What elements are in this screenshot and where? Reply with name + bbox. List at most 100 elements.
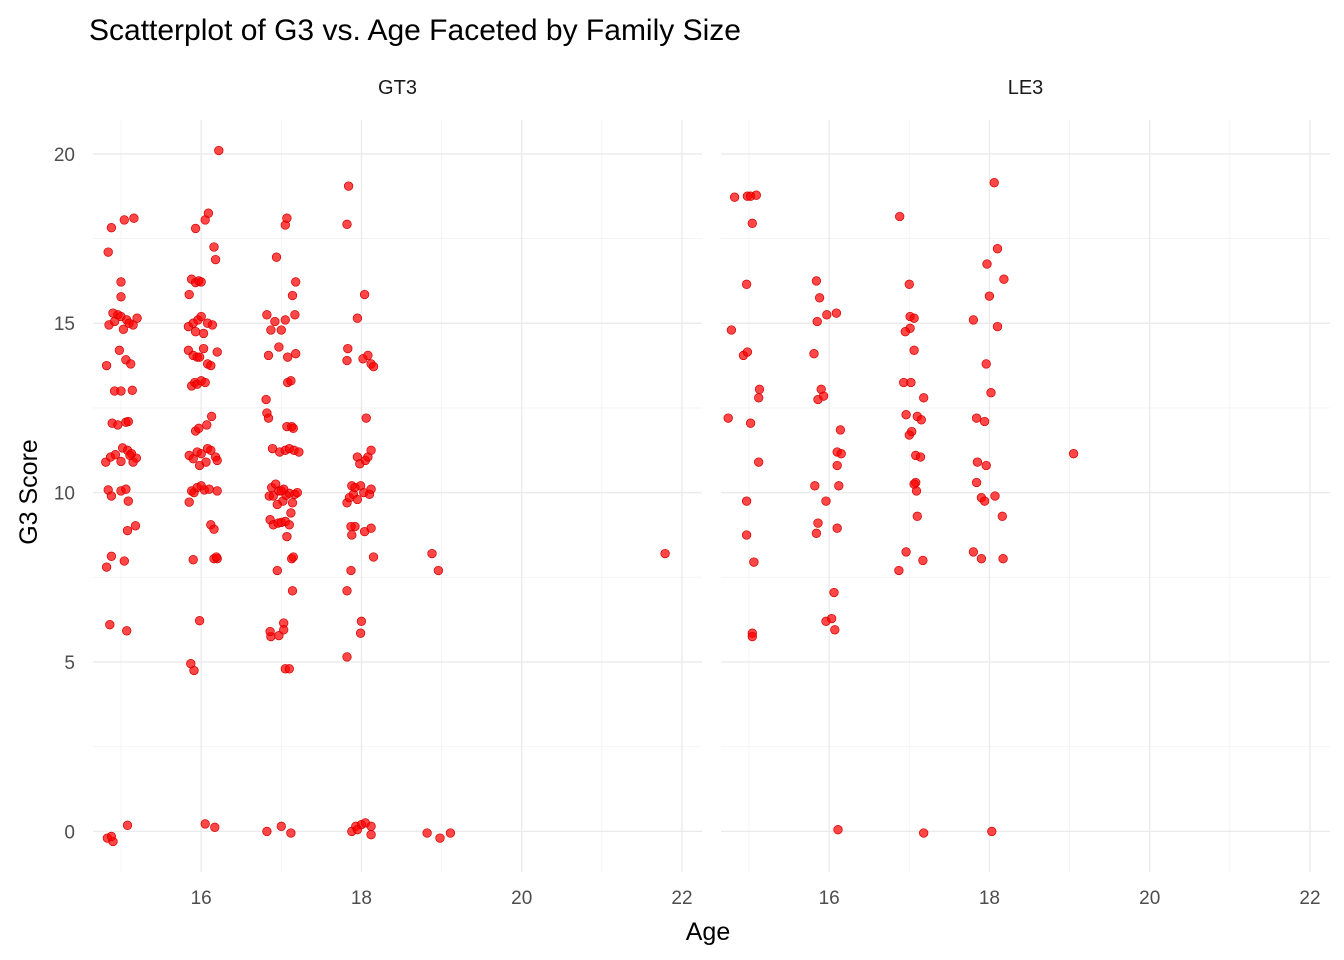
data-point — [206, 411, 217, 422]
data-point — [346, 565, 356, 576]
data-point — [812, 316, 822, 327]
data-point — [282, 531, 292, 542]
data-point — [990, 491, 1000, 501]
data-point — [352, 313, 363, 323]
data-point — [342, 219, 352, 229]
data-point — [989, 178, 999, 188]
data-point — [262, 310, 272, 320]
data-point — [660, 548, 670, 559]
data-point — [284, 520, 294, 530]
facet-panel-le3: LE3 16 18 20 22 — [721, 77, 1330, 909]
data-point — [821, 496, 831, 506]
data-point — [835, 425, 846, 435]
x-tick-label: 18 — [979, 888, 1000, 909]
data-point — [813, 394, 823, 405]
data-point — [106, 491, 117, 501]
data-point — [971, 477, 982, 488]
data-point — [445, 828, 456, 838]
data-point — [127, 385, 137, 395]
data-point — [276, 821, 286, 831]
data-point — [1068, 449, 1079, 459]
data-point — [366, 445, 376, 455]
data-point — [747, 218, 757, 228]
data-point — [184, 289, 194, 300]
data-point — [832, 460, 842, 471]
data-point — [814, 293, 825, 303]
data-point — [342, 586, 352, 596]
x-axis-title: Age — [686, 918, 730, 946]
y-tick-label: 20 — [54, 145, 75, 166]
facet-label: LE3 — [1008, 77, 1044, 99]
data-point — [355, 628, 366, 638]
data-point — [280, 315, 290, 325]
data-point — [287, 290, 298, 301]
data-point — [906, 377, 916, 388]
data-point — [831, 308, 842, 318]
data-point — [276, 486, 286, 496]
data-point — [200, 819, 210, 829]
data-point — [723, 413, 733, 423]
data-point — [291, 349, 301, 359]
data-point — [987, 826, 997, 837]
data-point — [352, 825, 363, 835]
data-point — [188, 454, 198, 464]
data-point — [909, 345, 919, 355]
data-point — [813, 518, 823, 528]
data-point — [904, 430, 914, 440]
data-point — [268, 491, 278, 501]
data-point — [290, 310, 300, 320]
data-point — [210, 254, 221, 265]
data-point — [754, 457, 764, 467]
data-point — [901, 410, 911, 420]
data-point — [263, 350, 274, 361]
data-point — [196, 449, 206, 459]
data-point — [118, 324, 129, 334]
data-point — [116, 386, 126, 396]
data-point — [832, 523, 842, 533]
x-tick-label: 20 — [1139, 888, 1160, 909]
data-point — [272, 565, 282, 576]
data-point — [916, 415, 926, 425]
y-tick-label: 0 — [64, 822, 75, 843]
data-point — [274, 342, 284, 352]
data-point — [292, 487, 302, 498]
data-point — [122, 525, 133, 536]
data-point — [126, 359, 136, 369]
data-point — [263, 413, 274, 423]
data-point — [114, 345, 125, 355]
data-point — [287, 498, 298, 508]
data-point — [125, 450, 135, 461]
data-point — [919, 393, 929, 403]
data-point — [271, 252, 282, 262]
data-point — [986, 388, 996, 398]
data-point — [123, 496, 133, 506]
data-point — [294, 447, 304, 457]
data-point — [272, 499, 282, 510]
data-point — [834, 481, 844, 491]
data-point — [982, 259, 992, 269]
data-point — [971, 413, 982, 423]
chart-title: Scatterplot of G3 vs. Age Faceted by Fam… — [89, 14, 741, 47]
data-point — [919, 828, 929, 838]
data-point — [116, 456, 126, 467]
data-point — [201, 457, 211, 467]
facet-panels: GT3 16 18 20 22 0 5 10 15 20 LE3 16 18 20 22 — [54, 77, 1330, 909]
data-point — [830, 625, 840, 635]
data-point — [194, 616, 205, 626]
data-point — [106, 551, 117, 561]
data-point — [968, 315, 979, 325]
data-point — [979, 416, 990, 427]
data-point — [895, 211, 905, 222]
data-point — [741, 279, 752, 289]
data-point — [747, 631, 757, 642]
data-point — [342, 355, 352, 366]
data-point — [918, 555, 928, 566]
data-point — [741, 530, 752, 540]
data-point — [998, 554, 1008, 564]
data-point — [433, 565, 444, 576]
data-point — [286, 508, 296, 518]
data-point — [366, 830, 376, 840]
data-point — [811, 528, 822, 538]
data-point — [972, 457, 983, 467]
data-point — [286, 828, 296, 838]
